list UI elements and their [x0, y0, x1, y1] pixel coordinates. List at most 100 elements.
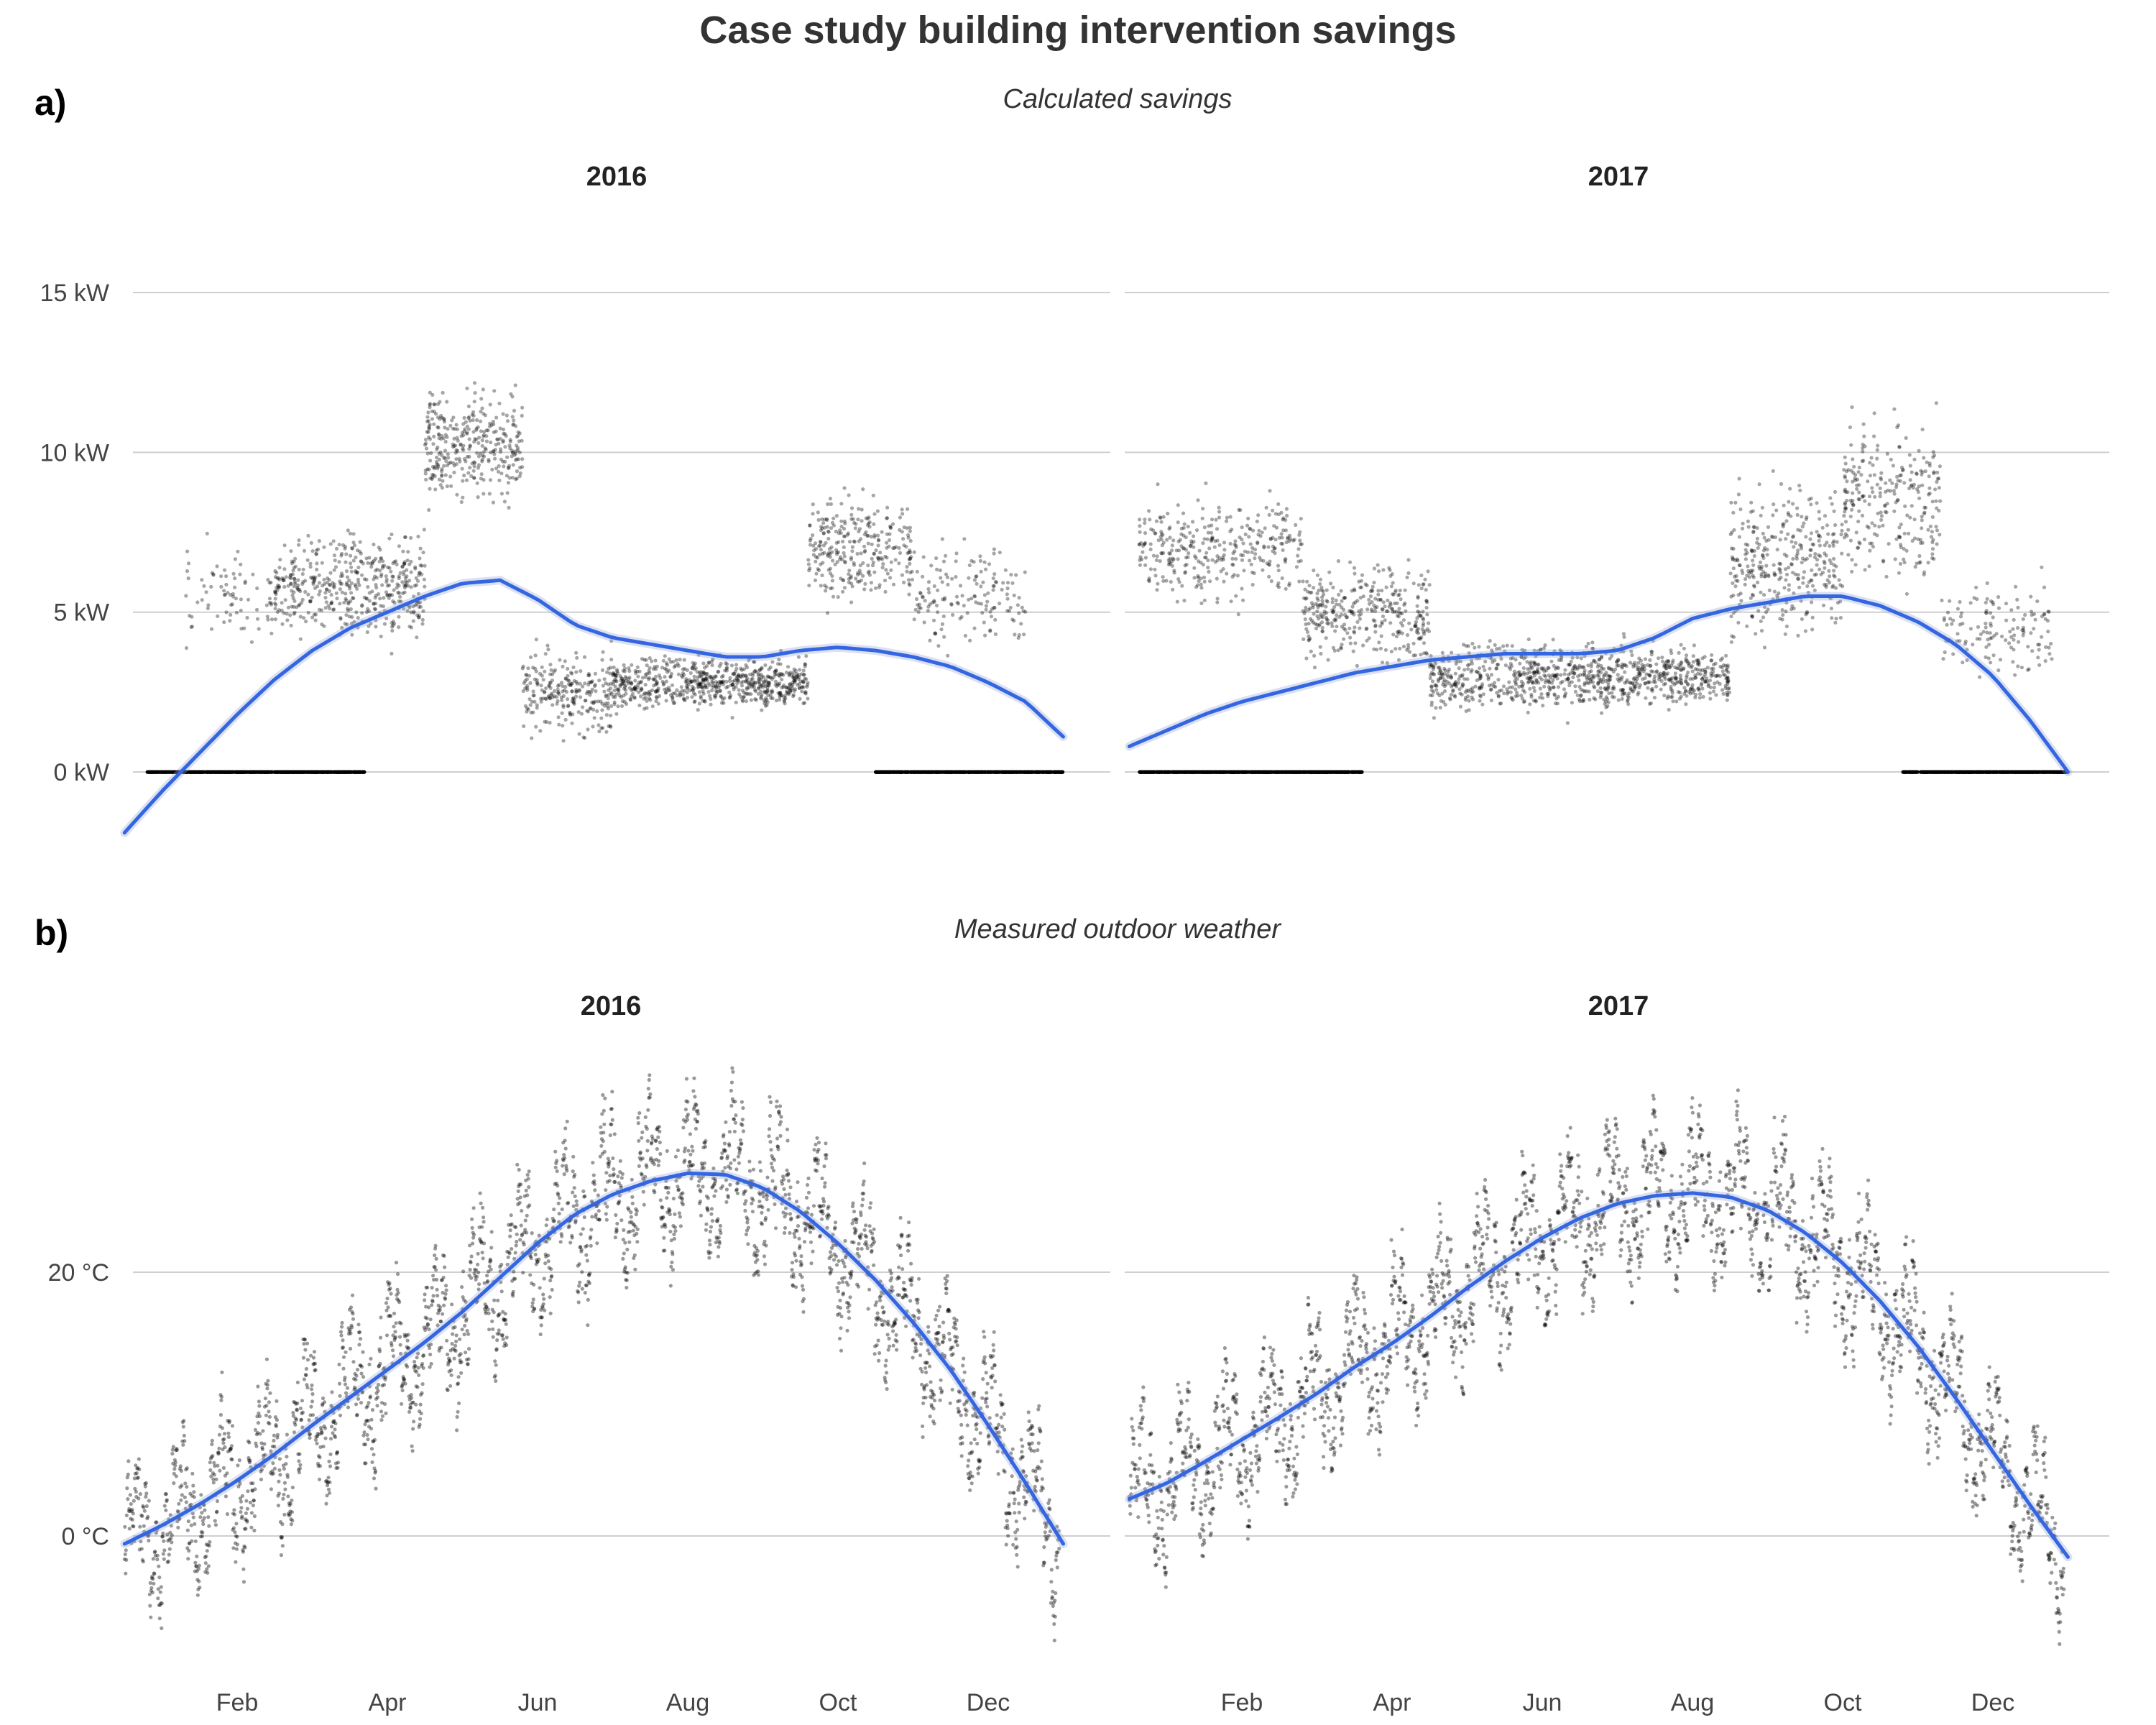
- data-point: [1184, 556, 1189, 560]
- data-point: [1221, 557, 1225, 562]
- data-point: [714, 689, 719, 693]
- data-point: [653, 689, 658, 694]
- data-point: [418, 604, 423, 609]
- data-point: [436, 463, 441, 467]
- data-point: [1180, 584, 1184, 588]
- data-point: [730, 682, 734, 687]
- data-point: [362, 595, 367, 599]
- data-point: [1333, 618, 1337, 622]
- data-point: [1138, 518, 1142, 522]
- data-point: [499, 472, 504, 476]
- data-point: [431, 442, 436, 446]
- data-point: [518, 471, 522, 476]
- data-point: [468, 418, 472, 423]
- data-point: [1138, 563, 1142, 567]
- data-point: [1276, 564, 1281, 568]
- data-point: [1241, 541, 1245, 546]
- data-point: [606, 707, 611, 711]
- data-point: [243, 581, 247, 585]
- data-point: [297, 543, 301, 547]
- data-point: [523, 704, 528, 709]
- data-point: [1188, 543, 1192, 548]
- data-point: [636, 674, 640, 678]
- data-point: [936, 644, 941, 648]
- data-point: [367, 599, 372, 603]
- data-point: [333, 565, 338, 569]
- data-point: [1416, 637, 1421, 641]
- data-point: [379, 604, 383, 608]
- data-point: [527, 673, 532, 678]
- data-point: [584, 699, 588, 703]
- data-point: [541, 678, 545, 682]
- data-point: [872, 522, 876, 526]
- data-point: [222, 593, 226, 597]
- data-point: [514, 424, 518, 428]
- data-point: [339, 553, 344, 558]
- data-point: [516, 433, 520, 438]
- data-point: [289, 581, 293, 586]
- data-point: [298, 637, 303, 641]
- data-point: [910, 569, 914, 574]
- data-point: [1005, 592, 1009, 597]
- data-point: [283, 598, 287, 602]
- data-point: [571, 696, 576, 701]
- data-point: [946, 582, 950, 587]
- data-point: [1305, 579, 1309, 584]
- data-point: [1154, 519, 1159, 523]
- data-point: [771, 675, 775, 680]
- data-point: [224, 610, 229, 615]
- data-point: [348, 531, 352, 536]
- data-point: [284, 575, 288, 579]
- data-point: [539, 699, 543, 704]
- data-point: [1003, 568, 1008, 572]
- data-point: [940, 622, 944, 627]
- data-point: [1318, 645, 1322, 649]
- data-point: [853, 526, 857, 530]
- data-point: [202, 584, 206, 588]
- data-point: [322, 624, 326, 628]
- data-point: [668, 674, 673, 678]
- data-point: [690, 666, 694, 671]
- data-point: [310, 595, 314, 600]
- data-point: [347, 770, 351, 774]
- data-point: [908, 583, 912, 587]
- data-point: [647, 676, 652, 680]
- data-point: [315, 567, 319, 572]
- data-point: [613, 695, 617, 699]
- data-point: [397, 625, 401, 630]
- data-point: [1413, 624, 1417, 628]
- data-point: [1148, 567, 1153, 571]
- data-point: [273, 617, 277, 622]
- data-point: [426, 410, 430, 415]
- data-point: [776, 662, 780, 666]
- data-point: [570, 689, 574, 694]
- data-point: [304, 620, 308, 624]
- data-point: [317, 539, 321, 543]
- data-point: [476, 495, 480, 500]
- data-point: [1194, 585, 1199, 589]
- data-point: [887, 544, 891, 548]
- data-point: [701, 670, 706, 675]
- data-point: [349, 591, 354, 595]
- data-point: [857, 529, 861, 534]
- data-point: [992, 572, 997, 576]
- data-point: [849, 576, 853, 580]
- data-point: [1155, 554, 1159, 558]
- data-point: [1234, 594, 1238, 598]
- data-point: [1172, 571, 1176, 575]
- data-point: [1138, 543, 1142, 547]
- data-point: [489, 440, 493, 445]
- data-point: [282, 584, 287, 589]
- data-point: [257, 770, 262, 774]
- data-point: [803, 701, 807, 705]
- data-point: [1337, 592, 1341, 597]
- data-point: [1017, 596, 1021, 600]
- data-point: [425, 451, 430, 456]
- data-point: [300, 572, 305, 576]
- data-point: [893, 558, 898, 562]
- data-point: [814, 547, 819, 551]
- data-point: [442, 420, 447, 424]
- data-point: [1281, 528, 1286, 533]
- data-point: [563, 659, 567, 663]
- data-point: [1202, 575, 1207, 579]
